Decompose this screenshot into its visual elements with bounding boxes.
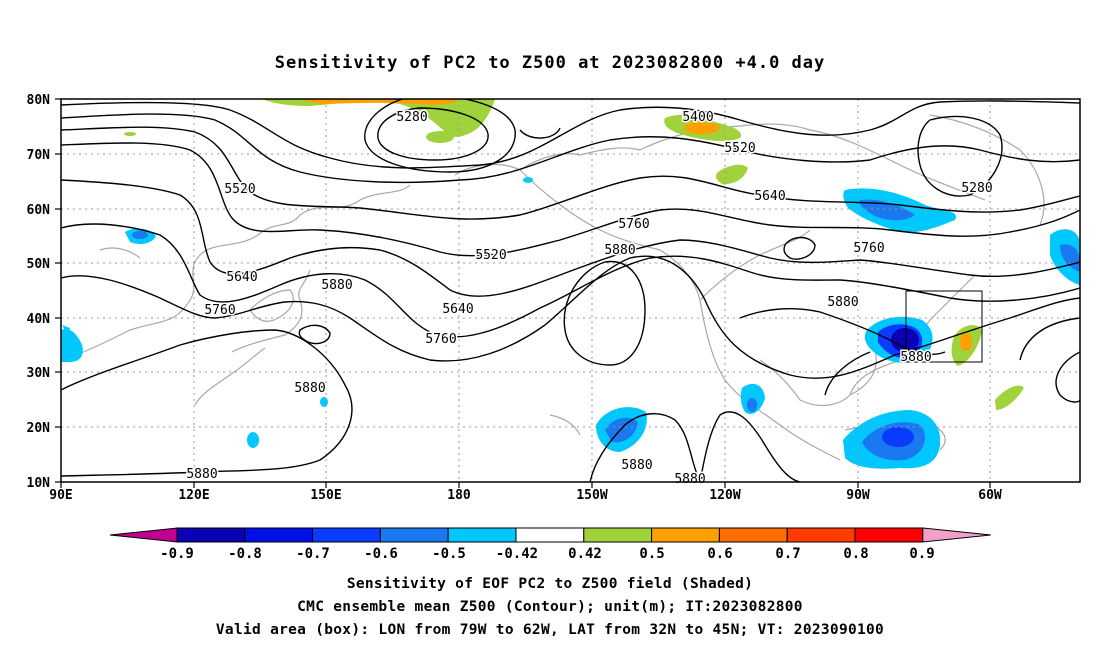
lat-tick-label: 30N bbox=[27, 366, 51, 381]
colorbar-segment bbox=[786, 527, 856, 543]
contour-label: 5880 bbox=[674, 472, 705, 487]
lat-labels: 80N 70N 60N 50N 40N 30N 20N 10N bbox=[27, 93, 51, 491]
colorbar-tick-label: -0.8 bbox=[228, 546, 262, 562]
caption-line: Valid area (box): LON from 79W to 62W, L… bbox=[216, 622, 884, 638]
contour-labels: 5280 5400 5520 5280 5520 5640 5760 5880 … bbox=[185, 109, 994, 489]
lon-tick-label: 120W bbox=[709, 488, 740, 503]
colorbar-segment bbox=[244, 527, 314, 543]
contour-label: 5880 bbox=[621, 458, 652, 473]
lat-tick-label: 70N bbox=[27, 148, 51, 163]
colorbar-tick-label: 0.6 bbox=[707, 546, 732, 562]
colorbar-segment bbox=[515, 527, 585, 543]
colorbar-tick-label: -0.42 bbox=[496, 546, 538, 562]
sensitivity-shading bbox=[61, 99, 1080, 469]
colorbar-tick-label: 0.9 bbox=[909, 546, 934, 562]
colorbar-tick-label: 0.5 bbox=[639, 546, 664, 562]
colorbar-tick-label: -0.6 bbox=[364, 546, 398, 562]
contour-label: 5880 bbox=[294, 381, 325, 396]
lon-tick-label: 90W bbox=[846, 488, 870, 503]
contour-label: 5520 bbox=[224, 182, 255, 197]
caption-line: Sensitivity of EOF PC2 to Z500 field (Sh… bbox=[347, 576, 753, 592]
lat-tick-label: 20N bbox=[27, 421, 51, 436]
lon-tick-label: 180 bbox=[447, 488, 471, 503]
colorbar bbox=[109, 527, 991, 543]
contour-label: 5880 bbox=[900, 350, 931, 365]
contour-label: 5640 bbox=[754, 189, 785, 204]
lon-tick-label: 150W bbox=[576, 488, 607, 503]
captions: Sensitivity of EOF PC2 to Z500 field (Sh… bbox=[216, 576, 884, 638]
contour-label: 5880 bbox=[321, 278, 352, 293]
valid-area-box bbox=[905, 290, 983, 363]
colorbar-tick-label: -0.7 bbox=[296, 546, 330, 562]
contour-label: 5640 bbox=[226, 270, 257, 285]
contour-label: 5400 bbox=[682, 110, 713, 125]
caption-line: CMC ensemble mean Z500 (Contour); unit(m… bbox=[297, 599, 803, 615]
colorbar-segment bbox=[718, 527, 788, 543]
lon-tick-label: 150E bbox=[310, 488, 341, 503]
lat-tick-label: 80N bbox=[27, 93, 51, 108]
contour-label: 5880 bbox=[186, 467, 217, 482]
colorbar-tick-label: 0.7 bbox=[775, 546, 800, 562]
colorbar-segment bbox=[854, 527, 924, 543]
lon-tick-label: 120E bbox=[178, 488, 209, 503]
contour-label: 5760 bbox=[425, 332, 456, 347]
colorbar-segment bbox=[447, 527, 517, 543]
colorbar-extend-high bbox=[922, 527, 991, 543]
axis-ticks bbox=[55, 98, 991, 488]
map-frame bbox=[60, 98, 1081, 483]
colorbar-tick-label: -0.9 bbox=[160, 546, 194, 562]
contour-label: 5760 bbox=[204, 303, 235, 318]
colorbar-tick-label: 0.8 bbox=[843, 546, 868, 562]
lon-tick-label: 60W bbox=[978, 488, 1002, 503]
colorbar-extend-low bbox=[109, 527, 178, 543]
colorbar-segment bbox=[379, 527, 449, 543]
contour-label: 5760 bbox=[618, 217, 649, 232]
lat-tick-label: 40N bbox=[27, 312, 51, 327]
colorbar-segment bbox=[651, 527, 720, 543]
contour-label: 5520 bbox=[724, 141, 755, 156]
gridlines bbox=[61, 99, 1080, 482]
contour-label: 5280 bbox=[396, 110, 427, 125]
contour-label: 5880 bbox=[827, 295, 858, 310]
lat-tick-label: 50N bbox=[27, 257, 51, 272]
lat-tick-label: 60N bbox=[27, 203, 51, 218]
contour-label: 5280 bbox=[961, 181, 992, 196]
colorbar-tick-label: -0.5 bbox=[432, 546, 466, 562]
colorbar-ticks: -0.9 -0.8 -0.7 -0.6 -0.5 -0.42 0.42 0.5 … bbox=[160, 546, 935, 562]
z500-contours bbox=[61, 99, 1080, 482]
contour-label: 5880 bbox=[604, 243, 635, 258]
figure-title: Sensitivity of PC2 to Z500 at 2023082800… bbox=[275, 53, 826, 73]
colorbar-segment bbox=[312, 527, 381, 543]
contour-label: 5760 bbox=[853, 241, 884, 256]
lat-tick-label: 10N bbox=[27, 476, 51, 491]
lon-tick-label: 90E bbox=[49, 488, 72, 503]
colorbar-segment bbox=[583, 527, 653, 543]
contour-label: 5640 bbox=[442, 302, 473, 317]
contour-label: 5520 bbox=[475, 248, 506, 263]
colorbar-tick-label: 0.42 bbox=[568, 546, 602, 562]
colorbar-segment bbox=[176, 527, 246, 543]
lon-labels: 90E 120E 150E 180 150W 120W 90W 60W bbox=[49, 488, 1002, 503]
